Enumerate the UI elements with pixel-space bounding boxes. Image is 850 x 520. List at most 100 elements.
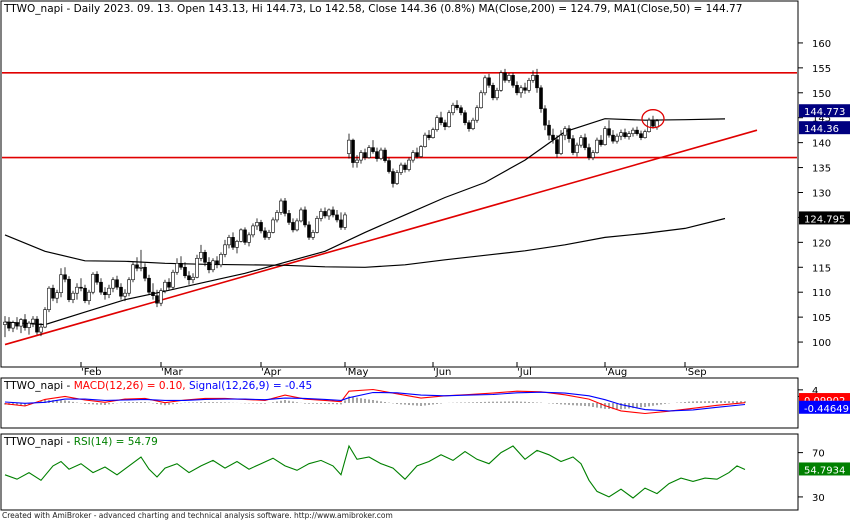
- candle: [295, 218, 299, 232]
- candle-body-up: [451, 104, 455, 114]
- candle-body-down: [535, 75, 539, 89]
- candle-body-down: [599, 139, 603, 145]
- candle-body-down: [147, 277, 151, 293]
- candle: [375, 147, 379, 162]
- candle-body-down: [283, 200, 287, 214]
- candle-body-down: [99, 281, 103, 293]
- candle: [571, 135, 575, 156]
- candle: [191, 273, 195, 284]
- candle-body-down: [287, 213, 291, 223]
- candle-body-down: [607, 128, 611, 136]
- price-tag-box: [799, 121, 850, 135]
- candle: [319, 208, 323, 222]
- candle: [339, 212, 343, 230]
- candle: [91, 272, 95, 295]
- candle: [343, 212, 347, 230]
- candle: [335, 209, 339, 223]
- y-tick-label-110: 110: [812, 288, 831, 299]
- candle-body-up: [139, 266, 143, 269]
- candle: [231, 232, 235, 250]
- candle: [303, 206, 307, 228]
- candle-body-up: [271, 219, 275, 233]
- candle-body-down: [135, 264, 139, 269]
- candle: [627, 131, 631, 140]
- candle: [199, 244, 203, 262]
- candle-body-down: [403, 164, 407, 170]
- y-tick-label-115: 115: [812, 263, 831, 274]
- candle-body-up: [475, 107, 479, 121]
- candle-body-down: [651, 119, 655, 127]
- candle: [279, 198, 283, 215]
- ma200-line: [4, 217, 726, 268]
- y-tick-label-135: 135: [812, 164, 831, 175]
- candle: [99, 278, 103, 295]
- candle: [163, 279, 167, 294]
- candle: [83, 284, 87, 304]
- candle: [171, 269, 175, 290]
- candle-body-down: [15, 322, 19, 327]
- candle-body-up: [87, 291, 91, 301]
- candle-body-up: [311, 232, 315, 238]
- candle-body-up: [507, 75, 511, 81]
- candle: [587, 143, 591, 161]
- candle: [119, 283, 123, 300]
- candle-body-up: [395, 172, 399, 184]
- candle-body-down: [259, 222, 263, 232]
- candle: [535, 68, 539, 93]
- candle: [23, 314, 27, 331]
- candle-body-up: [603, 128, 607, 145]
- candle-body-down: [335, 214, 339, 221]
- candle: [327, 208, 331, 220]
- candle-body-down: [119, 286, 123, 297]
- candle-body-down: [503, 72, 507, 81]
- candle-body-down: [187, 275, 191, 281]
- candle: [387, 157, 391, 174]
- rsi-pane: 70 30 54.7934: [4, 444, 850, 504]
- candle-body-down: [151, 291, 155, 296]
- candle-body-down: [215, 260, 219, 266]
- candle-body-down: [7, 321, 11, 329]
- candle-body-up: [171, 271, 175, 288]
- candle-body-up: [559, 134, 563, 154]
- candle: [647, 117, 651, 133]
- candle-body-down: [391, 171, 395, 184]
- candle-body-down: [583, 137, 587, 148]
- candle-body-down: [67, 278, 71, 300]
- candle: [619, 129, 623, 141]
- price-pane-frame: [0, 0, 799, 368]
- candle: [195, 254, 199, 279]
- candle: [239, 228, 243, 243]
- candle-body-up: [627, 133, 631, 137]
- candle: [323, 207, 327, 219]
- candle: [431, 127, 435, 139]
- candle: [591, 150, 595, 161]
- candle: [43, 307, 47, 329]
- candle: [575, 142, 579, 157]
- candle-body-up: [591, 152, 595, 158]
- candle: [179, 256, 183, 270]
- candle: [635, 126, 639, 136]
- candle: [227, 234, 231, 249]
- candle: [135, 257, 139, 272]
- candle: [255, 218, 259, 230]
- candle: [599, 135, 603, 147]
- candle: [371, 140, 375, 154]
- price-tag-0: 144.773: [804, 107, 845, 118]
- candle-body-up: [71, 292, 75, 300]
- candle-body-down: [231, 237, 235, 248]
- candle-body-down: [523, 87, 527, 91]
- candle-body-up: [359, 152, 363, 161]
- candle: [359, 150, 363, 164]
- rsi-pane-frame: [0, 433, 799, 511]
- candle: [391, 168, 395, 188]
- candle-body-down: [95, 273, 99, 283]
- candle: [167, 278, 171, 290]
- candle: [331, 206, 335, 218]
- candle: [415, 147, 419, 159]
- candle-body-up: [435, 117, 439, 130]
- candle: [115, 275, 119, 290]
- candle-body-down: [303, 209, 307, 226]
- candle: [243, 227, 247, 245]
- candle: [267, 229, 271, 240]
